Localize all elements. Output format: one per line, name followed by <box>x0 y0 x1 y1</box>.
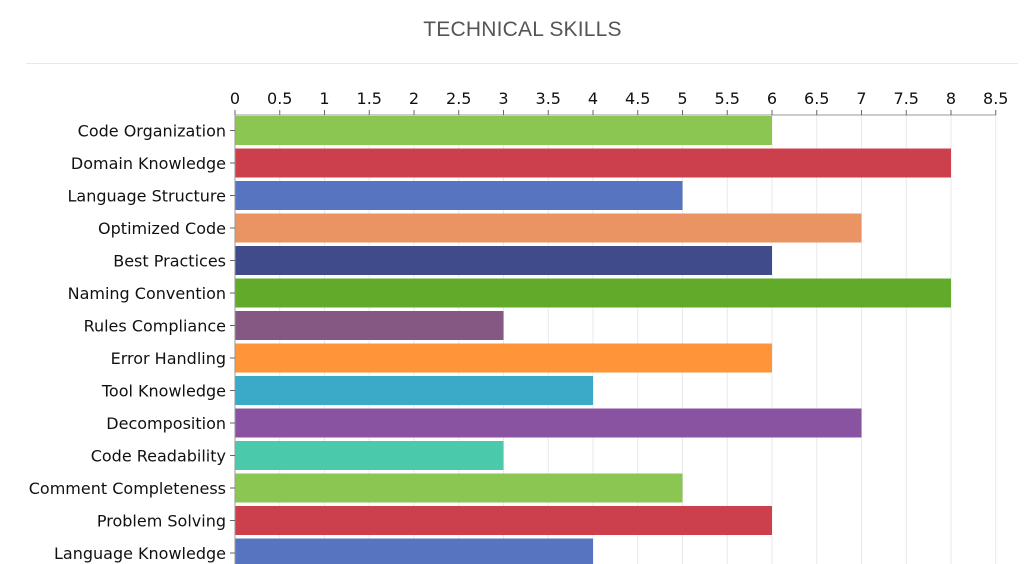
x-tick-label: 1.5 <box>357 89 382 108</box>
x-tick-label: 8.5 <box>983 89 1008 108</box>
x-tick-label: 6.5 <box>804 89 829 108</box>
bar <box>235 148 951 178</box>
bar <box>235 246 772 275</box>
bar <box>235 116 772 145</box>
bar <box>235 441 504 470</box>
category-label: Problem Solving <box>97 512 226 531</box>
x-tick-label: 7 <box>856 89 866 108</box>
category-label: Code Organization <box>78 122 226 141</box>
bar <box>235 278 951 308</box>
x-tick-label: 2.5 <box>446 89 471 108</box>
category-label: Comment Completeness <box>29 479 226 498</box>
category-label: Naming Convention <box>68 284 226 303</box>
bar <box>235 538 593 564</box>
category-label: Best Practices <box>113 252 226 271</box>
x-tick-label: 8 <box>946 89 956 108</box>
category-label: Domain Knowledge <box>71 154 226 173</box>
x-tick-label: 0.5 <box>267 89 292 108</box>
bar <box>235 181 683 210</box>
x-tick-label: 3.5 <box>536 89 561 108</box>
category-labels: Code Organization Domain Knowledge Languag… <box>29 122 226 564</box>
category-label: Language Structure <box>68 187 226 206</box>
category-label: Code Readability <box>91 447 226 466</box>
category-label: Decomposition <box>106 414 226 433</box>
x-tick-label: 4.5 <box>625 89 650 108</box>
bars <box>235 116 951 564</box>
category-label: Tool Knowledge <box>101 382 226 401</box>
x-tick-label: 5.5 <box>715 89 740 108</box>
chart-title: TECHNICAL SKILLS <box>423 18 622 41</box>
bar <box>235 343 772 373</box>
x-axis: 0 0.5 1 1.5 2 2.5 3 3.5 4 4.5 5 5.5 6 6.5 7 7.5 8 8.5 <box>230 89 1008 564</box>
category-label: Rules Compliance <box>84 317 226 336</box>
x-tick-label: 4 <box>588 89 598 108</box>
x-tick-label: 7.5 <box>894 89 919 108</box>
category-label: Error Handling <box>111 349 226 368</box>
x-tick-label: 5 <box>677 89 687 108</box>
bar <box>235 311 504 340</box>
bar <box>235 376 593 405</box>
bar <box>235 506 772 535</box>
x-tick-label: 0 <box>230 89 240 108</box>
x-tick-label: 1 <box>319 89 329 108</box>
bar <box>235 408 862 438</box>
bar <box>235 213 862 243</box>
category-label: Optimized Code <box>98 219 226 238</box>
x-tick-label: 2 <box>409 89 419 108</box>
category-label: Language Knowledge <box>54 544 226 563</box>
bar <box>235 473 683 503</box>
x-tick-label: 3 <box>498 89 508 108</box>
x-tick-label: 6 <box>767 89 777 108</box>
title-divider <box>26 63 1018 64</box>
